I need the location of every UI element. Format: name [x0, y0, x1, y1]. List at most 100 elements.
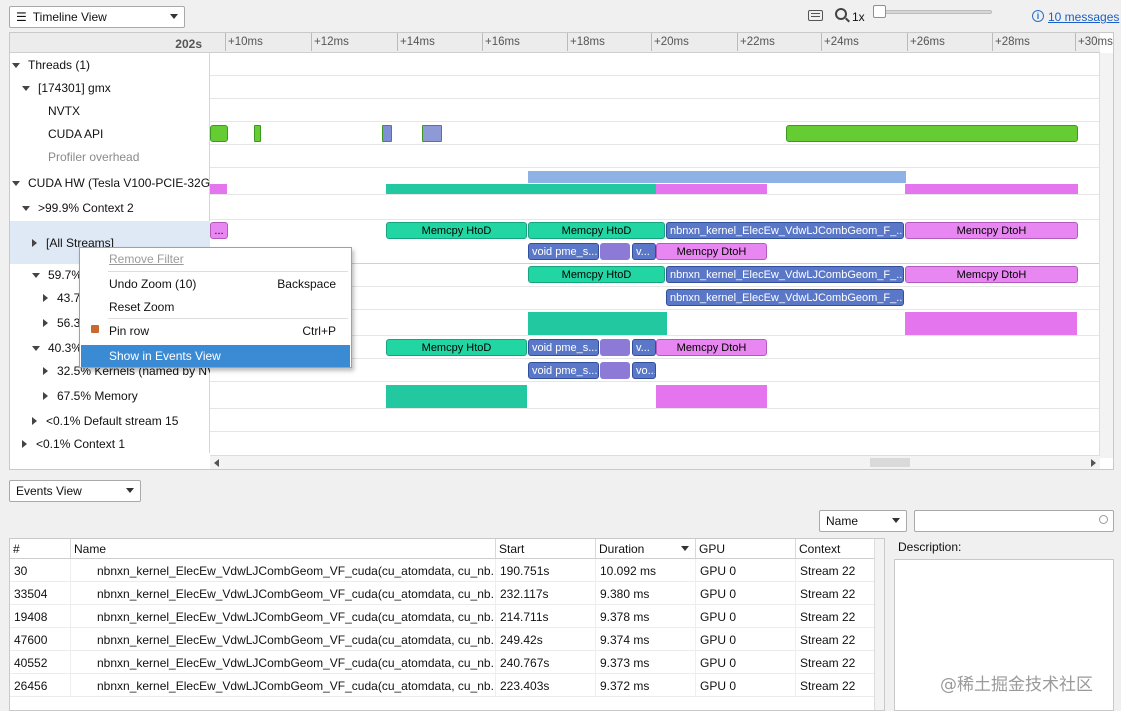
memcpy-htod-bar[interactable]: Memcpy HtoD — [386, 339, 527, 356]
tree-row-stream-b-memory[interactable]: 67.5% Memory — [10, 385, 210, 407]
kernel-bar[interactable]: void pme_s... — [528, 243, 599, 260]
tree-row-label: NVTX — [48, 104, 81, 118]
menu-item-shortcut: Backspace — [277, 277, 336, 291]
column-header-context[interactable]: Context — [796, 539, 876, 559]
expand-icon[interactable] — [32, 238, 37, 247]
tree-row-cuda-api[interactable]: CUDA API — [10, 123, 210, 145]
table-row[interactable]: 26456 nbnxn_kernel_ElecEw_VdwLJCombGeom_… — [10, 674, 876, 697]
tree-row-label: 40.3% — [48, 341, 83, 355]
menu-item-reset-zoom[interactable]: Reset Zoom — [81, 296, 350, 318]
events-view-select-label: Events View — [16, 484, 82, 498]
memcpy-htod-bar[interactable]: Memcpy HtoD — [386, 222, 527, 239]
memory-summary-bar[interactable] — [528, 312, 667, 335]
hw-summary-bar[interactable] — [528, 171, 666, 183]
expand-icon[interactable] — [43, 392, 48, 400]
column-header-id[interactable]: # — [10, 539, 71, 559]
tree-row-threads[interactable]: Threads (1) — [10, 54, 210, 76]
timeline-rows[interactable]: ... Memcpy HtoD Memcpy HtoD nbnxn_kernel… — [210, 53, 1100, 453]
tree-row-stream-a-memory[interactable]: 56.3 — [10, 312, 210, 334]
kernel-bar[interactable]: vo... — [632, 362, 656, 379]
hw-summary-bar[interactable] — [905, 184, 1078, 194]
collapse-icon[interactable] — [22, 85, 30, 91]
table-row[interactable]: 30 nbnxn_kernel_ElecEw_VdwLJCombGeom_VF_… — [10, 559, 876, 582]
memory-summary-bar[interactable] — [656, 385, 767, 408]
timeline-vertical-scrollbar[interactable] — [1099, 53, 1113, 458]
memory-summary-bar[interactable] — [386, 385, 527, 408]
tree-row-process[interactable]: [174301] gmx — [10, 77, 210, 99]
collapse-icon[interactable] — [32, 272, 40, 278]
zoom-slider-thumb[interactable] — [873, 5, 886, 18]
kernel-bar[interactable]: v... — [632, 339, 656, 356]
cuda-api-bar[interactable] — [210, 125, 228, 142]
expand-icon[interactable] — [22, 440, 27, 448]
menu-item-pin-row[interactable]: Pin row Ctrl+P — [81, 320, 350, 342]
tree-row-stream-a-kernels[interactable]: 43.7 — [10, 287, 210, 309]
expand-icon[interactable] — [43, 367, 48, 375]
zoom-slider-track[interactable] — [876, 10, 992, 14]
column-header-gpu[interactable]: GPU — [696, 539, 796, 559]
hw-summary-bar[interactable] — [210, 184, 227, 194]
collapse-icon[interactable] — [12, 62, 20, 68]
memcpy-htod-bar[interactable]: Memcpy HtoD — [528, 222, 665, 239]
zoom-icon[interactable] — [835, 8, 847, 20]
expand-icon[interactable] — [43, 294, 48, 302]
timeline-panel[interactable]: 202s +10ms +12ms +14ms +16ms +18ms +20ms… — [9, 32, 1114, 470]
kernel-bar[interactable]: void pme_s... — [528, 362, 599, 379]
memcpy-dtoh-bar[interactable]: Memcpy DtoH — [656, 339, 767, 356]
cuda-api-bar[interactable] — [422, 125, 442, 142]
kernel-bar-group[interactable] — [600, 339, 630, 356]
menu-item-show-in-events-view[interactable]: Show in Events View — [81, 345, 350, 367]
table-row[interactable]: 47600 nbnxn_kernel_ElecEw_VdwLJCombGeom_… — [10, 628, 876, 651]
column-header-name[interactable]: Name — [71, 539, 496, 559]
kernel-bar[interactable]: void pme_s... — [528, 339, 599, 356]
table-row[interactable]: 33504 nbnxn_kernel_ElecEw_VdwLJCombGeom_… — [10, 582, 876, 605]
kernel-bar[interactable]: nbnxn_kernel_ElecEw_VdwLJCombGeom_F_... — [666, 289, 904, 306]
tree-row-stream-b[interactable]: 40.3% — [10, 337, 210, 359]
table-vertical-scrollbar[interactable] — [874, 539, 884, 710]
keyboard-icon[interactable] — [808, 10, 823, 21]
tree-row-context2[interactable]: >99.9% Context 2 — [10, 197, 210, 219]
kernel-bar-group[interactable] — [600, 362, 630, 379]
view-select[interactable]: ☰ Timeline View — [9, 6, 185, 28]
timeline-horizontal-scrollbar[interactable] — [210, 455, 1100, 469]
cuda-api-bar[interactable] — [786, 125, 1078, 142]
memcpy-dtoh-bar[interactable]: Memcpy DtoH — [656, 243, 767, 260]
memory-summary-bar[interactable] — [905, 312, 1077, 335]
expand-icon[interactable] — [43, 319, 48, 327]
tree-row-cuda-hw[interactable]: CUDA HW (Tesla V100-PCIE-32GB) — [10, 172, 210, 194]
hw-summary-bar[interactable] — [656, 184, 767, 194]
memcpy-htod-bar[interactable]: Memcpy HtoD — [528, 266, 665, 283]
memcpy-dtoh-bar[interactable]: Memcpy DtoH — [905, 266, 1078, 283]
table-row[interactable]: 40552 nbnxn_kernel_ElecEw_VdwLJCombGeom_… — [10, 651, 876, 674]
events-view-select[interactable]: Events View — [9, 480, 141, 502]
cuda-api-bar[interactable] — [254, 125, 261, 142]
kernel-bar[interactable]: nbnxn_kernel_ElecEw_VdwLJCombGeom_F_... — [666, 222, 904, 239]
hw-summary-bar[interactable] — [666, 171, 906, 183]
tree-row-context1[interactable]: <0.1% Context 1 — [10, 433, 210, 455]
filter-field-select[interactable]: Name — [819, 510, 907, 532]
tree-row-stream-a[interactable]: 59.7% — [10, 264, 210, 286]
collapse-icon[interactable] — [22, 205, 30, 211]
column-header-start[interactable]: Start — [496, 539, 596, 559]
time-ruler[interactable]: +10ms +12ms +14ms +16ms +18ms +20ms +22m… — [210, 33, 1113, 53]
memcpy-dtoh-bar[interactable]: Memcpy DtoH — [905, 222, 1078, 239]
kernel-bar[interactable]: v... — [632, 243, 656, 260]
kernel-bar[interactable]: nbnxn_kernel_ElecEw_VdwLJCombGeom_F_... — [666, 266, 904, 283]
collapse-icon[interactable] — [12, 180, 20, 186]
kernel-bar-group[interactable] — [600, 243, 630, 260]
cuda-api-bar[interactable] — [382, 125, 392, 142]
tree-row-nvtx[interactable]: NVTX — [10, 100, 210, 122]
messages-link[interactable]: 10 messages — [1048, 10, 1120, 24]
description-label: Description: — [898, 540, 962, 554]
table-row[interactable]: 19408 nbnxn_kernel_ElecEw_VdwLJCombGeom_… — [10, 605, 876, 628]
memcpy-bar[interactable]: ... — [210, 222, 228, 239]
filter-field-select-label: Name — [826, 514, 859, 528]
collapse-icon[interactable] — [32, 345, 40, 351]
tree-row-profiler-overhead[interactable]: Profiler overhead — [10, 146, 210, 168]
menu-item-undo-zoom[interactable]: Undo Zoom (10) Backspace — [81, 273, 350, 295]
column-header-duration[interactable]: Duration — [596, 539, 696, 559]
tree-row-default-stream[interactable]: <0.1% Default stream 15 — [10, 410, 210, 432]
search-input[interactable] — [914, 510, 1114, 532]
hw-summary-bar[interactable] — [386, 184, 666, 194]
expand-icon[interactable] — [32, 417, 37, 425]
